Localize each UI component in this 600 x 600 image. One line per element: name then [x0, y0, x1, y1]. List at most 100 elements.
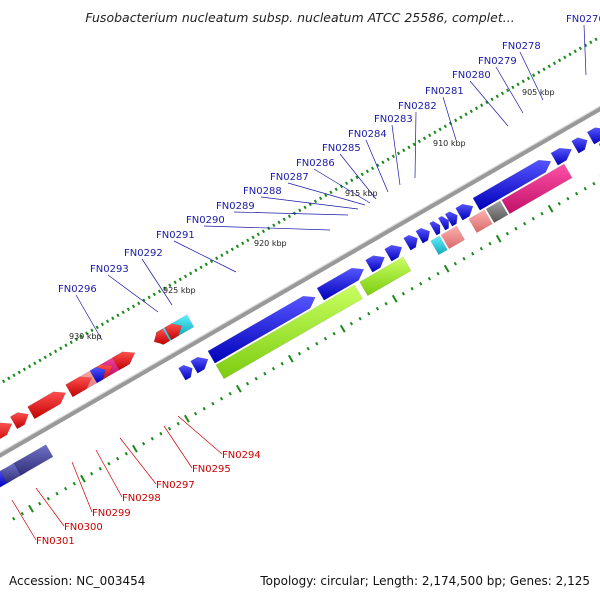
label-leader [391, 124, 401, 186]
tick-mark [298, 208, 302, 213]
tick-mark [547, 204, 554, 213]
label-leaders [11, 24, 587, 541]
tick-mark [485, 100, 489, 105]
gene-arrow [485, 200, 509, 224]
tick-mark [79, 334, 84, 339]
tick-mark [462, 256, 466, 261]
tick-mark [547, 64, 551, 69]
gene-label: FN0298 [122, 493, 161, 504]
gene-arrow [437, 215, 449, 231]
tick-mark [540, 211, 544, 216]
tick-mark [173, 280, 177, 285]
gene-arrow [27, 391, 67, 420]
tick-mark [391, 154, 395, 159]
tick-mark [324, 193, 328, 198]
gene-arrow [501, 163, 573, 215]
tick-mark [277, 220, 281, 225]
tick-mark [488, 241, 492, 246]
tick-mark [505, 231, 509, 236]
tick-mark [332, 331, 336, 336]
gene-label: FN0290 [186, 215, 225, 226]
tick-mark [184, 414, 190, 423]
tick-mark [152, 292, 156, 297]
gene-track [0, 127, 600, 488]
tick-track [0, 35, 600, 521]
gene-arrow [472, 159, 552, 211]
tick-mark [339, 324, 346, 333]
tick-mark [115, 456, 120, 461]
gene-arrow [190, 356, 209, 374]
tick-mark [490, 97, 494, 102]
gene-arrow [89, 367, 106, 384]
label-leader [177, 415, 223, 455]
tick-mark [419, 281, 423, 286]
tick-mark [474, 106, 479, 111]
gene-arrow [430, 235, 448, 256]
tick-mark [355, 175, 359, 180]
tick-mark [132, 444, 138, 453]
gene-label: FN0278 [502, 41, 541, 52]
tick-mark [272, 223, 276, 228]
tick-mark [297, 351, 302, 356]
gene-arrow [440, 225, 466, 250]
gene-arrow [550, 147, 573, 166]
gene-label: FN0294 [222, 450, 261, 461]
label-leader [233, 211, 349, 216]
tick-mark [211, 401, 215, 406]
tick-mark [261, 229, 266, 234]
tick-mark [315, 341, 319, 346]
tick-mark [287, 214, 292, 219]
tick-mark [38, 501, 42, 506]
tick-mark [303, 205, 307, 210]
tick-mark [131, 304, 136, 309]
tick-mark [542, 67, 546, 72]
gene-label: FN0279 [478, 56, 517, 67]
gene-label: FN0280 [452, 70, 491, 81]
label-leader [75, 294, 103, 341]
tick-mark [235, 244, 240, 249]
tick-mark [69, 340, 73, 345]
tick-mark [436, 271, 440, 276]
tick-mark [209, 259, 214, 264]
tick-mark [116, 313, 120, 318]
tick-mark [428, 133, 432, 138]
gene-label: FN0284 [348, 129, 387, 140]
tick-mark [72, 481, 76, 486]
gene-label: FN0299 [92, 508, 131, 519]
tick-mark [433, 130, 437, 135]
tick-mark [254, 376, 258, 381]
tick-mark [396, 151, 401, 156]
tick-mark [53, 349, 58, 354]
tick-mark [64, 486, 68, 491]
tick-mark [241, 241, 245, 246]
gene-label: FN0281 [425, 86, 464, 97]
tick-mark [367, 311, 371, 316]
tick-mark [514, 226, 518, 231]
tick-mark [230, 247, 234, 252]
tick-mark [107, 461, 111, 466]
tick-mark [55, 491, 59, 496]
tick-mark [215, 256, 219, 261]
tick-mark [323, 336, 328, 341]
tick-mark [147, 295, 151, 300]
map-title: Fusobacterium nucleatum subsp. nucleatum… [85, 10, 515, 25]
tick-mark [202, 406, 206, 411]
tick-mark [344, 181, 349, 186]
tick-mark [178, 277, 182, 282]
label-leader [260, 196, 359, 210]
kbp-label: 910 kbp [433, 139, 466, 148]
gene-arrow [153, 328, 171, 345]
label-leader [469, 80, 509, 127]
tick-mark [454, 118, 458, 123]
label-leader [11, 499, 37, 541]
tick-mark [318, 196, 323, 201]
tick-mark [124, 451, 128, 456]
tick-mark [552, 61, 557, 66]
gene-label: FN0297 [156, 480, 195, 491]
label-leader [519, 51, 544, 101]
tick-mark [85, 331, 89, 336]
gene-arrow [586, 127, 600, 145]
gene-arrow [403, 234, 418, 251]
gene-arrow [444, 211, 458, 227]
tick-mark [558, 58, 562, 63]
